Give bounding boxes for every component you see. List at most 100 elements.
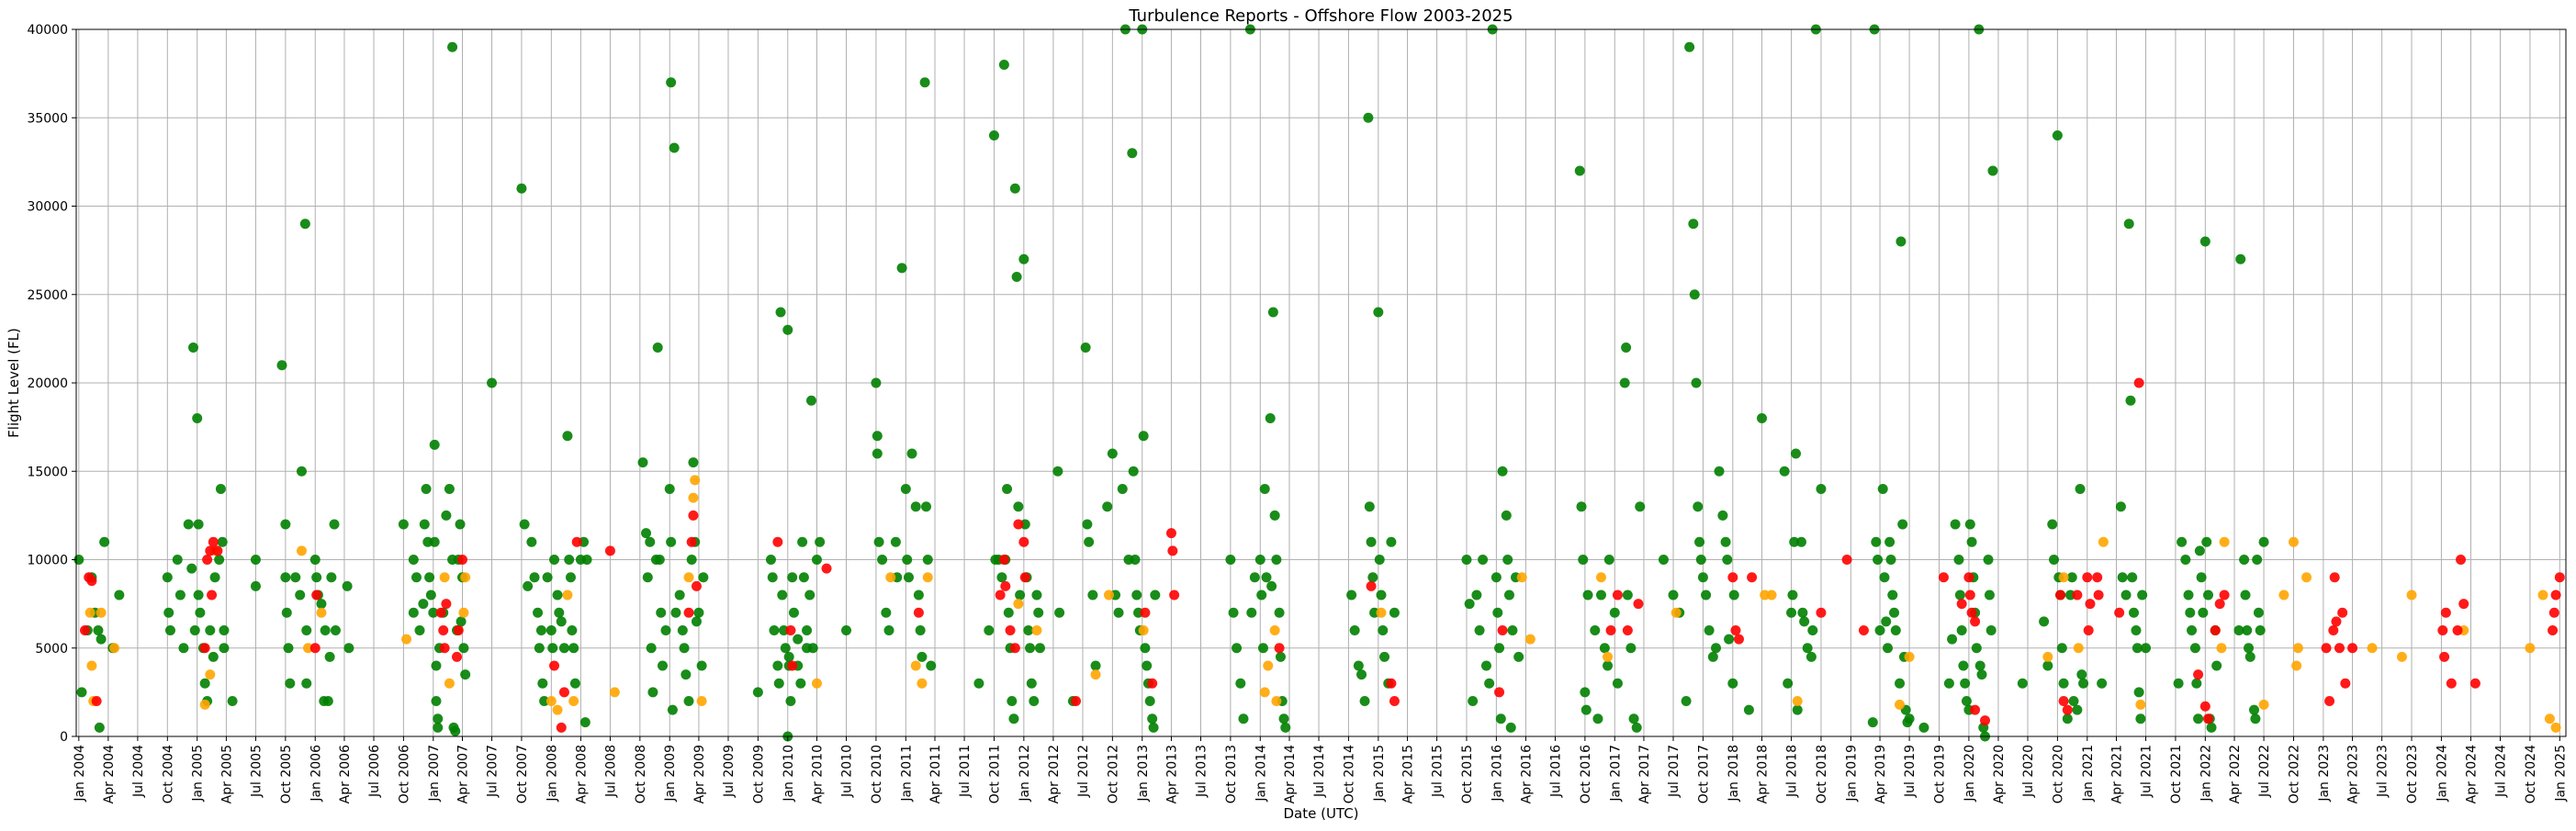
data-point [2058, 678, 2069, 689]
data-point [199, 643, 210, 654]
data-point [1484, 678, 1495, 689]
data-point [1621, 343, 1632, 353]
data-point [1688, 219, 1699, 230]
data-point [227, 696, 238, 706]
data-point [1943, 678, 1954, 689]
data-point [788, 607, 799, 618]
data-point [885, 572, 896, 583]
data-point [881, 607, 892, 618]
data-point [1689, 289, 1700, 300]
data-point [679, 643, 690, 654]
x-tick-label: Jan 2023 [2317, 745, 2332, 803]
data-point [96, 607, 107, 618]
data-point [542, 572, 553, 583]
data-point [988, 130, 999, 140]
data-point [195, 607, 206, 618]
data-point [984, 625, 995, 635]
data-point [1501, 510, 1512, 521]
data-point [1681, 696, 1692, 706]
data-point [433, 713, 444, 724]
data-point [1507, 625, 1518, 635]
x-tick-label: Oct 2024 [2524, 745, 2538, 803]
data-point [1471, 590, 1482, 601]
data-point [1603, 660, 1614, 671]
x-tick-label: Jul 2010 [840, 745, 855, 798]
data-point [2244, 651, 2255, 662]
data-point [285, 678, 296, 689]
data-point [1018, 536, 1029, 547]
x-tick-label: Jul 2006 [367, 745, 382, 798]
data-point [2062, 713, 2073, 724]
x-tick-label: Jul 2022 [2257, 745, 2272, 798]
data-point [1694, 536, 1705, 547]
y-tick-label: 15000 [27, 465, 68, 479]
data-point [1580, 687, 1591, 698]
data-point [1376, 590, 1387, 601]
data-point [419, 519, 430, 530]
data-point [1779, 466, 1790, 477]
data-point [1574, 165, 1585, 176]
data-point [311, 590, 322, 601]
data-point [316, 607, 327, 618]
x-tick-label: Apr 2012 [1047, 745, 1062, 803]
data-point [2199, 236, 2210, 247]
data-point [1054, 607, 1065, 618]
data-point [1883, 643, 1894, 654]
data-point [309, 555, 321, 565]
data-point [579, 717, 591, 728]
x-tick-label: Jan 2009 [663, 745, 678, 803]
data-point [1727, 678, 1738, 689]
data-point [163, 607, 174, 618]
data-point [435, 607, 446, 618]
data-point [1605, 625, 1616, 635]
x-tick-label: Jan 2016 [1490, 745, 1504, 803]
data-point [2135, 713, 2146, 724]
data-point [1987, 165, 1998, 176]
data-point [76, 687, 87, 698]
data-point [647, 687, 658, 698]
data-point [280, 519, 291, 530]
data-point [441, 510, 452, 521]
y-tick-label: 40000 [27, 23, 68, 38]
data-point [217, 536, 228, 547]
data-point [199, 699, 210, 710]
data-point [664, 484, 675, 494]
data-point [2052, 130, 2063, 140]
y-tick-label: 5000 [35, 642, 68, 657]
data-point [871, 377, 882, 388]
data-point [2056, 643, 2067, 654]
data-point [915, 625, 926, 635]
data-point [2252, 555, 2263, 565]
data-point [1138, 431, 1149, 442]
data-point [1684, 41, 1695, 52]
data-point [202, 555, 213, 565]
data-point [1374, 555, 1385, 565]
data-point [906, 448, 917, 459]
data-point [767, 572, 778, 583]
x-tick-label: Jul 2017 [1667, 745, 1682, 798]
data-point [1280, 722, 1291, 733]
data-point [1984, 590, 1995, 601]
data-point [431, 696, 442, 706]
data-point [401, 634, 412, 645]
data-point [641, 528, 652, 539]
data-point [1107, 448, 1118, 459]
x-tick-label: Jul 2011 [958, 745, 973, 798]
data-point [669, 142, 680, 153]
data-point [1011, 272, 1022, 282]
data-point [219, 625, 230, 635]
data-point [1724, 634, 1735, 645]
data-point [1960, 678, 1971, 689]
data-point [2058, 696, 2069, 706]
x-tick-label: Jan 2021 [2081, 745, 2096, 803]
data-point [1259, 484, 1270, 494]
data-point [1147, 713, 1158, 724]
data-point [1805, 651, 1817, 662]
data-point [775, 307, 786, 318]
data-point [523, 580, 534, 591]
x-tick-label: Apr 2015 [1401, 745, 1416, 803]
x-tick-label: Jan 2022 [2199, 745, 2213, 803]
y-axis-ticks: 0 5000 10000 15000 20000 25000 30000 35000 40000 [27, 23, 76, 745]
data-point [1389, 696, 1400, 706]
